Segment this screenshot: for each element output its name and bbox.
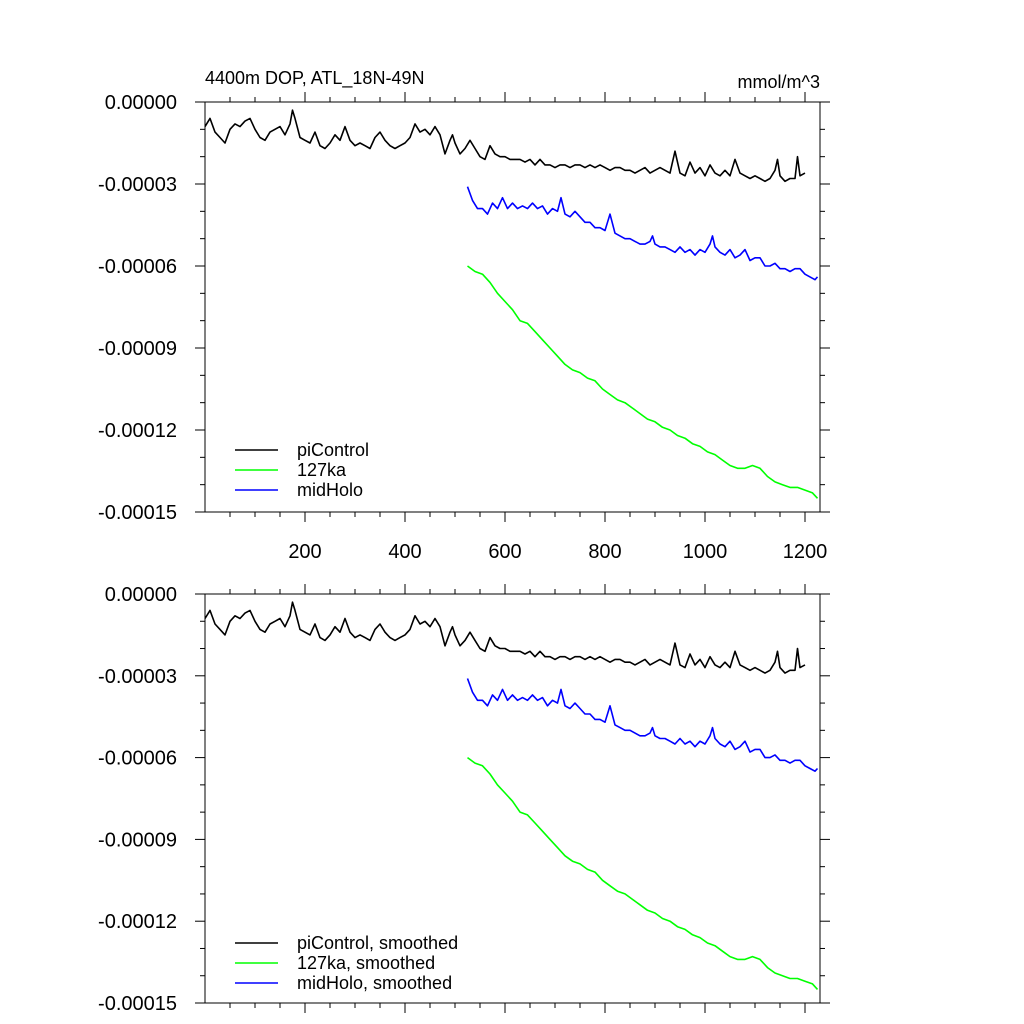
legend-label: 127ka, smoothed xyxy=(297,953,435,973)
y-tick-label: -0.00015 xyxy=(98,502,177,524)
legend-label: midHolo, smoothed xyxy=(297,973,452,993)
x-tick-label: 1000 xyxy=(683,541,728,563)
legend-label: piControl xyxy=(297,440,369,460)
y-tick-label: -0.00003 xyxy=(98,174,177,196)
chart-panel-1: 4400m DOP, ATL_18N-49N mmol/m^3 0.00000 -0.… xyxy=(98,68,830,563)
series-line-127ka xyxy=(467,265,819,499)
x-tick-label: 800 xyxy=(588,541,621,563)
y-tick-label: -0.00009 xyxy=(98,829,177,851)
plot-frame xyxy=(204,593,821,1004)
chart-title: 4400m DOP, ATL_18N-49N xyxy=(205,68,424,89)
chart-panel-2: 0.00000 -0.00003 -0.00006 -0.00009 -0.00012 -… xyxy=(98,584,830,1015)
legend-label: midHolo xyxy=(297,480,363,500)
legend-label: piControl, smoothed xyxy=(297,933,458,953)
y-tick-label: -0.00009 xyxy=(98,338,177,360)
x-tick-label: 600 xyxy=(488,541,521,563)
y-tick-label: -0.00012 xyxy=(98,911,177,933)
units-label: mmol/m^3 xyxy=(738,72,820,92)
y-tick-label: -0.00006 xyxy=(98,748,177,770)
series-line-picontrol xyxy=(204,601,806,674)
y-tick-label: 0.00000 xyxy=(105,92,177,114)
series-line-midholo xyxy=(466,678,819,773)
y-tick-label: 0.00000 xyxy=(105,584,177,606)
y-tick-label: -0.00012 xyxy=(98,420,177,442)
legend-label: 127ka xyxy=(297,460,347,480)
series-line-picontrol xyxy=(204,109,806,183)
x-tick-label: 1200 xyxy=(783,541,828,563)
plot-frame xyxy=(204,101,821,513)
x-tick-label: 400 xyxy=(388,541,421,563)
y-tick-label: -0.00015 xyxy=(98,993,177,1015)
x-tick-label: 200 xyxy=(288,541,321,563)
series-line-127ka xyxy=(467,756,819,990)
series-line-midholo xyxy=(466,186,819,281)
y-tick-label: -0.00006 xyxy=(98,256,177,278)
y-tick-label: -0.00003 xyxy=(98,666,177,688)
